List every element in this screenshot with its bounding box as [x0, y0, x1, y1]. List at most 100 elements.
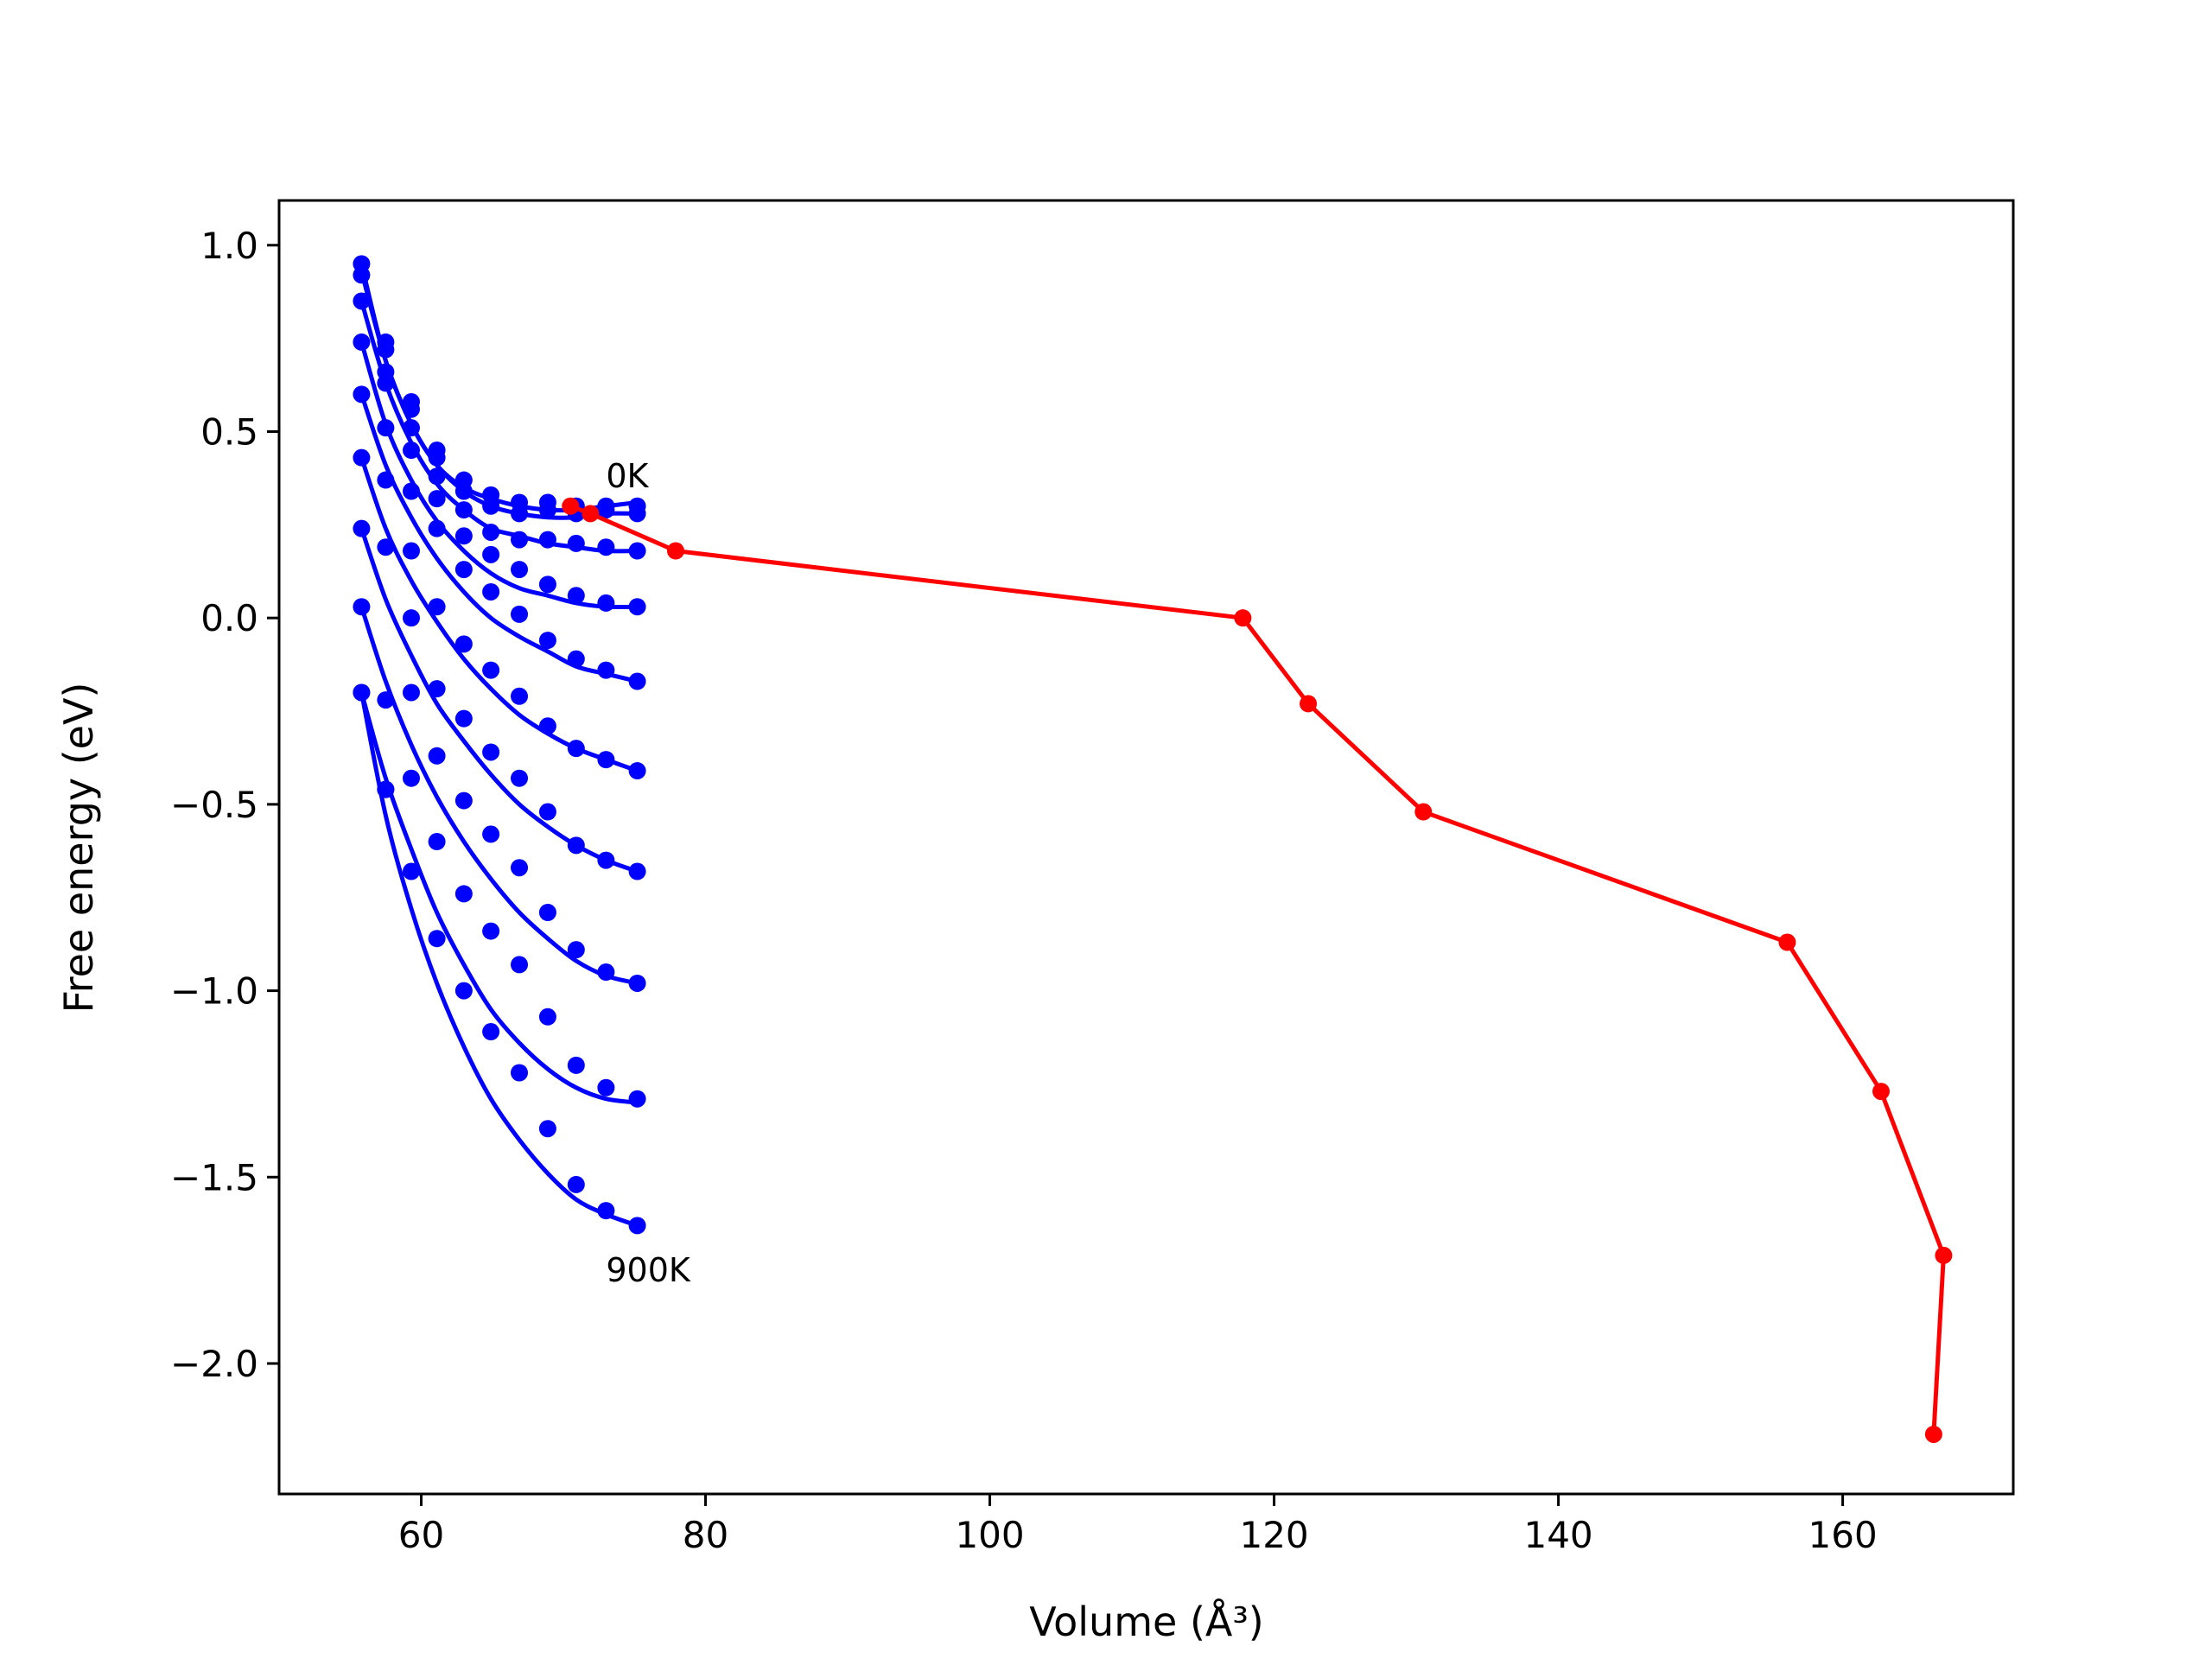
y-tick-label: 0.5 — [200, 410, 258, 453]
minimum-path-point — [666, 542, 684, 560]
fit-curve — [359, 691, 639, 1228]
data-point — [567, 1175, 585, 1193]
data-point — [482, 497, 500, 515]
y-tick-label: 0.0 — [200, 597, 258, 639]
data-point — [377, 691, 395, 709]
data-point — [628, 762, 646, 780]
data-point — [482, 922, 500, 940]
data-point — [628, 974, 646, 992]
minimum-path — [562, 497, 1953, 1443]
data-point — [597, 963, 615, 982]
data-point — [454, 635, 473, 653]
minimum-path-point — [1924, 1425, 1942, 1443]
data-point — [428, 680, 446, 698]
y-axis-ticks: 1.0 0.5 0.0 −0.5 −1.0 −1.5 −2.0 — [170, 225, 279, 1385]
data-point — [377, 340, 395, 359]
x-tick-label: 100 — [955, 1514, 1024, 1556]
data-point — [377, 780, 395, 798]
data-point — [597, 1202, 615, 1220]
x-tick-label: 80 — [683, 1514, 728, 1556]
data-point — [538, 575, 556, 594]
data-point — [628, 1090, 646, 1108]
y-tick-label: −2.0 — [170, 1343, 258, 1385]
data-point — [628, 542, 646, 560]
data-point — [628, 862, 646, 880]
data-point — [428, 519, 446, 537]
annotation-label: 0K — [606, 457, 649, 495]
data-point — [353, 683, 371, 702]
data-point — [353, 266, 371, 284]
data-point — [428, 930, 446, 948]
fit-curve — [359, 691, 638, 1105]
data-point — [482, 545, 500, 563]
data-point — [538, 1120, 556, 1138]
data-point — [454, 885, 473, 903]
data-point — [428, 747, 446, 765]
data-point — [538, 501, 556, 519]
data-point — [377, 374, 395, 392]
data-point — [511, 505, 529, 523]
data-point — [402, 442, 420, 460]
data-point — [628, 672, 646, 690]
data-point — [511, 605, 529, 623]
y-tick-label: −1.0 — [170, 970, 258, 1013]
minimum-path-point — [1935, 1246, 1953, 1264]
x-tick-label: 120 — [1239, 1514, 1308, 1556]
data-point — [597, 661, 615, 679]
data-point — [353, 448, 371, 467]
data-point — [428, 598, 446, 616]
data-point — [538, 632, 556, 650]
minimum-path-point — [1300, 695, 1318, 713]
data-point — [402, 482, 420, 500]
x-tick-label: 140 — [1523, 1514, 1592, 1556]
y-tick-label: 1.0 — [200, 225, 258, 267]
data-point — [454, 527, 473, 545]
data-point — [353, 333, 371, 351]
minimum-path-point — [1872, 1083, 1891, 1101]
data-point — [628, 505, 646, 523]
data-point — [402, 609, 420, 627]
data-point — [428, 467, 446, 486]
minimum-path-point — [562, 497, 580, 515]
data-point — [511, 1064, 529, 1082]
data-point — [482, 661, 500, 679]
minimum-path-point — [1778, 933, 1796, 951]
data-point — [428, 448, 446, 467]
data-point — [402, 419, 420, 437]
annotations: 0K 900K — [606, 457, 691, 1289]
data-point — [402, 769, 420, 787]
x-axis-label: Volume (Å³) — [1029, 1599, 1264, 1645]
data-point — [482, 1023, 500, 1041]
x-axis-ticks: 60 80 100 120 140 160 — [398, 1494, 1878, 1556]
minimum-path-point — [1414, 803, 1433, 821]
data-point — [454, 982, 473, 1000]
annotation-label: 900K — [606, 1251, 691, 1289]
data-point — [597, 594, 615, 612]
data-points — [353, 255, 646, 1235]
minimum-path-line — [569, 504, 1946, 1435]
data-point — [454, 561, 473, 579]
data-point — [377, 419, 395, 437]
fit-curve — [359, 606, 639, 986]
data-point — [402, 400, 420, 418]
data-point — [538, 903, 556, 921]
data-point — [454, 791, 473, 810]
data-point — [353, 292, 371, 310]
data-point — [567, 650, 585, 668]
data-point — [538, 717, 556, 735]
minimum-path-point — [1234, 609, 1252, 627]
data-point — [482, 582, 500, 601]
y-tick-label: −1.5 — [170, 1156, 258, 1198]
fit-curve — [359, 341, 638, 610]
data-point — [482, 523, 500, 541]
fit-curve — [359, 393, 639, 683]
data-point — [454, 501, 473, 519]
minimum-path-point — [582, 505, 600, 523]
data-point — [538, 803, 556, 821]
data-point — [538, 1007, 556, 1026]
data-point — [597, 851, 615, 869]
x-tick-label: 160 — [1808, 1514, 1878, 1556]
data-point — [597, 1078, 615, 1096]
data-point — [538, 531, 556, 549]
